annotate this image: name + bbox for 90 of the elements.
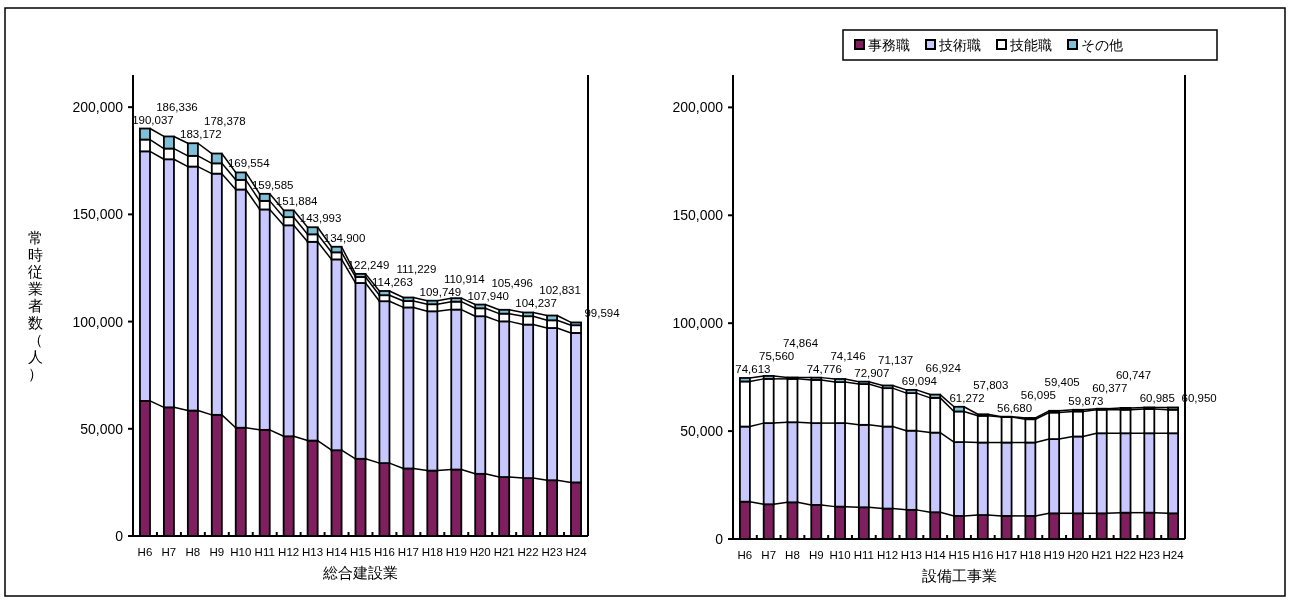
x-tick-label: H16	[373, 546, 395, 558]
total-label: 178,378	[204, 115, 246, 128]
total-label: 151,884	[275, 195, 319, 208]
total-label: 66,924	[925, 361, 962, 374]
y-tick-label: 100,000	[72, 313, 124, 330]
total-label: 143,993	[299, 212, 342, 225]
y-tick-label: 200,000	[672, 99, 724, 116]
x-tick-label: H11	[853, 549, 874, 561]
x-tick-label: H13	[900, 549, 922, 561]
y-tick-label: 100,000	[672, 315, 724, 332]
x-tick-label: H17	[996, 549, 1018, 561]
x-tick-label: H20	[469, 546, 491, 558]
total-label: 190,037	[132, 113, 174, 126]
y-tick-label: 50,000	[80, 420, 124, 437]
x-tick-label: H24	[1162, 549, 1185, 561]
x-tick-label: H8	[785, 549, 800, 561]
x-tick-label: H23	[541, 546, 563, 558]
x-tick-label: H23	[1138, 549, 1160, 561]
total-label: 61,272	[949, 391, 985, 404]
x-tick-label: H20	[1067, 549, 1089, 561]
total-label: 169,554	[227, 157, 271, 170]
total-label: 69,094	[901, 374, 938, 387]
total-label: 56,095	[1020, 388, 1056, 401]
x-tick-label: H22	[517, 546, 539, 558]
total-label: 186,336	[156, 100, 198, 113]
total-label: 59,873	[1068, 394, 1104, 407]
total-label: 74,864	[782, 336, 819, 349]
total-label: 159,585	[251, 178, 294, 191]
x-tick-label: H14	[924, 549, 947, 561]
total-label: 102,831	[539, 284, 581, 297]
total-label: 110,914	[443, 272, 486, 285]
x-tick-label: H9	[808, 549, 824, 561]
total-label: 111,229	[396, 263, 437, 275]
total-label: 104,237	[515, 297, 557, 310]
x-tick-label: H19	[1043, 549, 1065, 561]
y-tick-label: 50,000	[680, 423, 724, 440]
x-tick-label: H10	[230, 546, 252, 558]
total-label: 71,137	[878, 353, 914, 366]
y-tick-label: 0	[715, 531, 724, 547]
x-tick-label: H12	[278, 546, 300, 558]
y-tick-label: 150,000	[672, 207, 724, 224]
x-tick-label: H7	[761, 549, 777, 561]
x-tick-label: H15	[948, 549, 970, 561]
legend-label: 技術職	[938, 37, 981, 53]
total-label: 109,749	[419, 285, 462, 298]
x-tick-label: H22	[1114, 549, 1137, 561]
x-tick-label: H21	[1091, 549, 1113, 561]
x-tick-label: H10	[829, 549, 851, 561]
x-axis-title: 設備工事業	[921, 567, 997, 584]
x-tick-label: H21	[493, 546, 515, 558]
x-tick-label: H16	[972, 549, 994, 561]
x-tick-label: H19	[445, 546, 467, 558]
legend-label: 技能職	[1009, 37, 1052, 53]
x-tick-label: H18	[421, 546, 443, 558]
x-tick-label: H11	[254, 546, 275, 558]
x-tick-label: H14	[326, 546, 348, 558]
legend-label: その他	[1081, 37, 1123, 53]
total-label: 57,803	[973, 378, 1009, 391]
total-label: 72,907	[854, 366, 890, 379]
x-tick-label: H12	[877, 549, 899, 561]
total-label: 60,377	[1092, 381, 1128, 394]
total-label: 114,263	[372, 276, 413, 288]
x-tick-label: H9	[209, 546, 225, 558]
x-axis-title: 総合建設業	[322, 564, 398, 581]
x-tick-label: H24	[565, 546, 588, 558]
x-tick-label: H13	[302, 546, 324, 558]
x-tick-label: H7	[161, 546, 177, 558]
legend-label: 事務職	[868, 37, 910, 53]
total-label: 60,985	[1139, 392, 1175, 405]
y-tick-label: 150,000	[72, 206, 124, 223]
total-label: 59,405	[1044, 375, 1080, 388]
y-tick-label: 200,000	[72, 99, 124, 116]
total-label: 74,146	[830, 349, 866, 362]
x-tick-label: H17	[397, 546, 419, 558]
total-label: 56,680	[996, 401, 1033, 414]
total-label: 74,776	[806, 362, 842, 375]
total-label: 183,172	[180, 128, 222, 141]
total-label: 75,560	[759, 349, 795, 362]
x-tick-label: H6	[137, 546, 153, 558]
total-label: 105,496	[491, 276, 533, 289]
total-label: 134,900	[323, 231, 366, 244]
text: 常時従業者数（人）	[27, 228, 43, 382]
total-label: 74,613	[735, 362, 771, 375]
y-tick-label: 0	[115, 528, 124, 544]
x-tick-label: H18	[1019, 549, 1041, 561]
total-label: 107,940	[467, 289, 510, 302]
x-tick-label: H6	[737, 549, 753, 561]
x-tick-label: H15	[349, 546, 372, 558]
x-tick-label: H8	[185, 546, 201, 558]
total-label: 60,747	[1115, 368, 1152, 381]
